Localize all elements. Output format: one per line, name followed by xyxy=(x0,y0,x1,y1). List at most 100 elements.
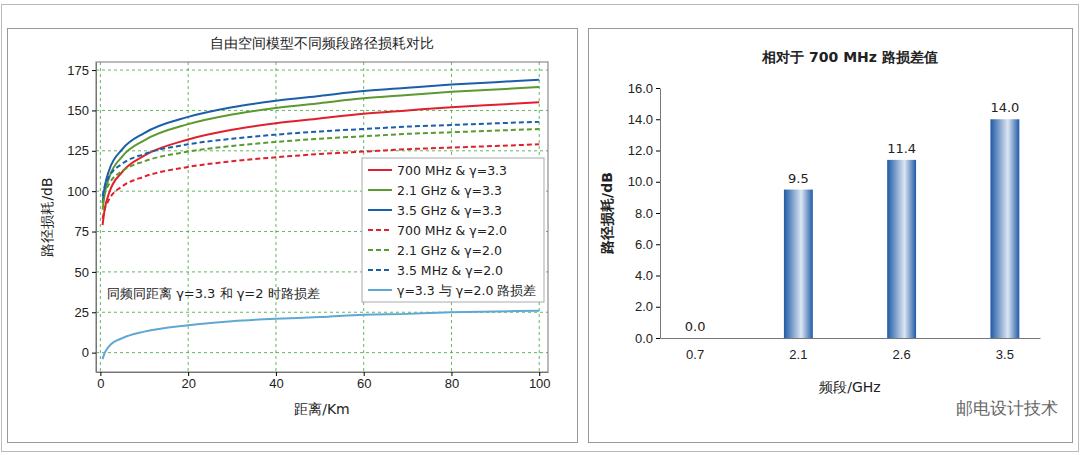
panel xyxy=(8,29,578,443)
tick-mark xyxy=(92,151,96,152)
tick-mark xyxy=(92,353,96,354)
tick-label: 75 xyxy=(75,224,89,239)
tick-mark xyxy=(92,232,96,233)
legend-label: 3.5 GHz & γ=3.3 xyxy=(397,203,502,218)
tick-mark xyxy=(656,88,660,89)
figure: 0204060801000255075100125150175700 MHz &… xyxy=(0,0,1080,455)
legend-label: 2.1 GHz & γ=3.3 xyxy=(397,183,502,198)
x-axis: 0.72.12.63.5 xyxy=(661,338,1041,362)
data-label: 14.0 xyxy=(990,100,1019,115)
axis-line xyxy=(97,372,549,373)
series-line xyxy=(103,311,540,359)
legend-swatch xyxy=(368,249,392,251)
tick-label: 6.0 xyxy=(635,237,653,252)
y-tick: 14.0 xyxy=(628,112,660,127)
legend: 700 MHz & γ=3.3 2.1 GHz & γ=3.3 3.5 GHz & … xyxy=(362,158,544,302)
y-tick: 10.0 xyxy=(628,174,660,189)
x-tick: 2.1 xyxy=(789,338,807,362)
grid-line xyxy=(96,110,548,111)
tick-label: 175 xyxy=(67,63,89,78)
legend-swatch xyxy=(368,169,392,171)
tick-mark xyxy=(656,276,660,277)
tick-mark xyxy=(92,70,96,71)
x-tick: 0 xyxy=(97,372,104,391)
bar xyxy=(784,190,813,338)
bar xyxy=(887,160,916,338)
chart-title: 相对于 700 MHz 路损差值 xyxy=(761,49,938,65)
tick-label: 2.0 xyxy=(635,299,653,314)
y-tick: 0 xyxy=(82,345,96,360)
tick-label: 100 xyxy=(529,376,551,391)
y-tick: 25 xyxy=(75,305,96,320)
grid-line xyxy=(96,352,548,353)
tick-mark xyxy=(92,312,96,313)
panel xyxy=(589,29,1073,443)
y-tick: 0.0 xyxy=(635,331,660,346)
tick-label: 14.0 xyxy=(628,112,653,127)
tick-label: 100 xyxy=(67,184,89,199)
bar xyxy=(681,338,710,339)
tick-label: 3.5 xyxy=(996,347,1014,362)
data-labels: 0.09.511.414.0 xyxy=(685,100,1020,334)
tick-label: 0 xyxy=(97,376,104,391)
y-tick: 100 xyxy=(67,184,96,199)
y-axis-title: 路径损耗/dB xyxy=(39,177,55,256)
x-tick: 0.7 xyxy=(686,338,704,362)
y-tick: 8.0 xyxy=(635,206,660,221)
annotation: 同频同距离 γ=3.3 和 γ=2 时路损差 xyxy=(107,286,320,301)
grid xyxy=(96,62,548,372)
grid-line xyxy=(100,62,101,372)
y-tick: 175 xyxy=(67,63,96,78)
x-axis-title: 距离/Km xyxy=(294,401,350,417)
tick-mark xyxy=(656,182,660,183)
x-axis-title: 频段/GHz xyxy=(819,379,880,395)
tick-mark xyxy=(656,119,660,120)
watermark: 邮电设计技术 xyxy=(956,398,1058,418)
line-chart: 0204060801000255075100125150175700 MHz &… xyxy=(8,29,578,443)
tick-mark xyxy=(656,151,660,152)
tick-label: 125 xyxy=(67,143,89,158)
x-tick: 60 xyxy=(357,372,371,391)
tick-mark xyxy=(92,191,96,192)
tick-label: 4.0 xyxy=(635,268,653,283)
tick-label: 25 xyxy=(75,305,89,320)
axis-line xyxy=(661,338,1041,339)
bars xyxy=(784,119,1019,338)
tick-label: 0 xyxy=(82,345,89,360)
tick-label: 60 xyxy=(357,376,371,391)
x-axis: 020406080100 xyxy=(97,372,551,391)
y-tick: 75 xyxy=(75,224,96,239)
tick-label: 150 xyxy=(67,103,89,118)
legend-label: 700 MHz & γ=3.3 xyxy=(397,163,507,178)
legend-swatch xyxy=(368,269,392,271)
y-tick: 6.0 xyxy=(635,237,660,252)
grid-line xyxy=(96,70,548,71)
legend-swatch xyxy=(368,289,392,291)
tick-label: 2.1 xyxy=(789,347,807,362)
y-tick: 12.0 xyxy=(628,143,660,158)
legend-label: 3.5 MHz & γ=2.0 xyxy=(397,263,503,278)
series-line xyxy=(103,80,540,203)
legend-swatch xyxy=(368,209,392,211)
y-tick: 150 xyxy=(67,103,96,118)
tick-mark xyxy=(656,307,660,308)
y-tick: 2.0 xyxy=(635,299,660,314)
x-tick: 3.5 xyxy=(996,338,1014,362)
legend-label: 2.1 GHz & γ=2.0 xyxy=(397,243,502,258)
series-line xyxy=(103,87,540,210)
y-axis-title: 路径损耗/dB xyxy=(599,172,615,255)
axis-line xyxy=(660,89,661,339)
plot-frame xyxy=(96,62,548,372)
tick-label: 40 xyxy=(269,376,283,391)
x-tick: 40 xyxy=(269,372,283,391)
tick-label: 16.0 xyxy=(628,81,653,96)
grid-line xyxy=(96,150,548,151)
tick-label: 12.0 xyxy=(628,143,653,158)
data-label: 11.4 xyxy=(887,141,916,156)
tick-mark xyxy=(656,338,660,339)
tick-label: 0.0 xyxy=(635,331,653,346)
legend-label: γ=3.3 与 γ=2.0 路损差 xyxy=(397,283,536,298)
tick-label: 0.7 xyxy=(686,347,704,362)
figure-border xyxy=(2,5,1079,452)
x-tick: 100 xyxy=(529,372,551,391)
